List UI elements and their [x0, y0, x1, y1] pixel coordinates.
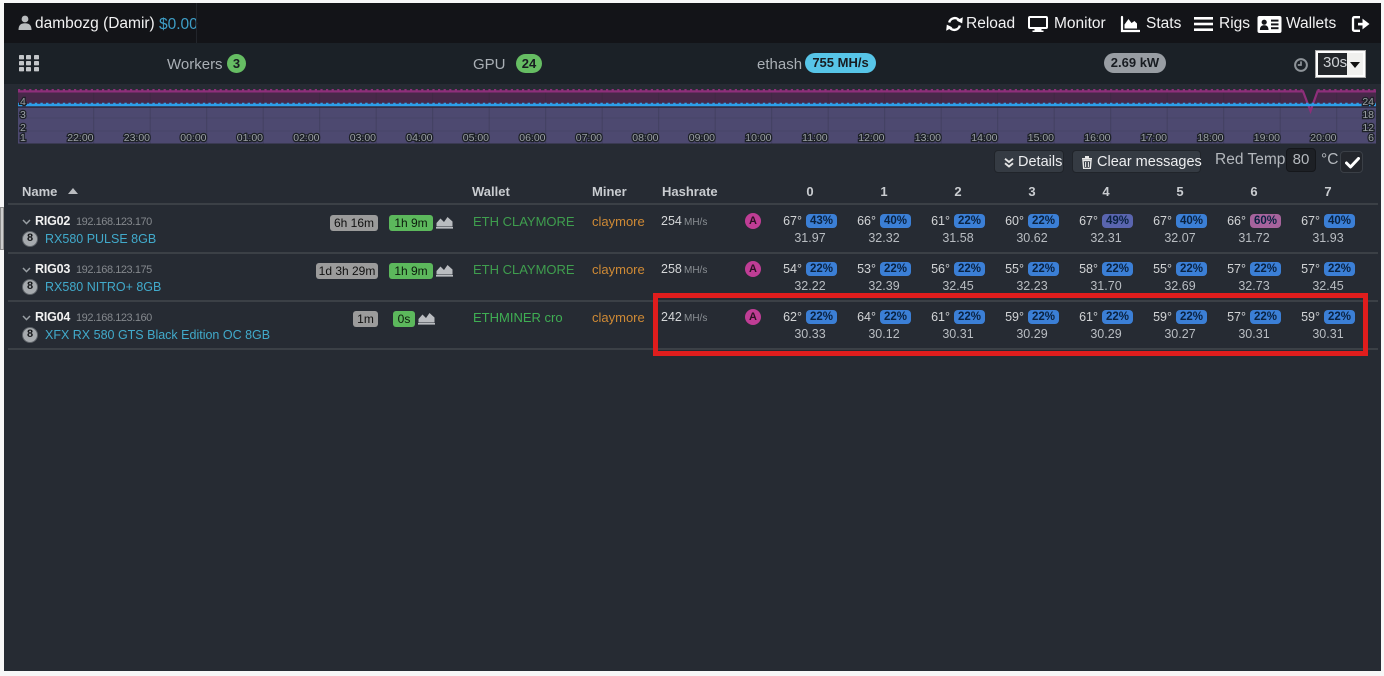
- svg-text:05:00: 05:00: [463, 132, 489, 144]
- svg-text:16:00: 16:00: [1084, 132, 1110, 144]
- svg-text:17:00: 17:00: [1141, 132, 1167, 144]
- svg-text:19:00: 19:00: [1254, 132, 1280, 144]
- svg-text:18: 18: [1362, 109, 1374, 121]
- svg-text:03:00: 03:00: [350, 132, 376, 144]
- svg-text:09:00: 09:00: [689, 132, 715, 144]
- svg-text:11:00: 11:00: [802, 132, 828, 144]
- svg-text:14:00: 14:00: [971, 132, 997, 144]
- svg-text:12:00: 12:00: [858, 132, 884, 144]
- svg-text:3: 3: [20, 109, 26, 121]
- svg-text:24: 24: [1362, 96, 1374, 108]
- svg-text:23:00: 23:00: [124, 132, 150, 144]
- svg-text:13:00: 13:00: [915, 132, 941, 144]
- svg-text:20:00: 20:00: [1310, 132, 1336, 144]
- svg-text:18:00: 18:00: [1197, 132, 1223, 144]
- svg-text:08:00: 08:00: [632, 132, 658, 144]
- svg-text:22:00: 22:00: [67, 132, 93, 144]
- svg-text:15:00: 15:00: [1028, 132, 1054, 144]
- svg-text:4: 4: [20, 96, 26, 108]
- svg-text:01:00: 01:00: [237, 132, 263, 144]
- svg-text:06:00: 06:00: [519, 132, 545, 144]
- svg-text:2: 2: [20, 122, 26, 134]
- svg-text:6: 6: [1368, 132, 1374, 144]
- svg-text:02:00: 02:00: [293, 132, 319, 144]
- svg-text:04:00: 04:00: [406, 132, 432, 144]
- svg-text:12: 12: [1362, 122, 1374, 134]
- svg-text:10:00: 10:00: [745, 132, 771, 144]
- svg-text:00:00: 00:00: [180, 132, 206, 144]
- svg-text:1: 1: [20, 132, 26, 144]
- svg-text:07:00: 07:00: [576, 132, 602, 144]
